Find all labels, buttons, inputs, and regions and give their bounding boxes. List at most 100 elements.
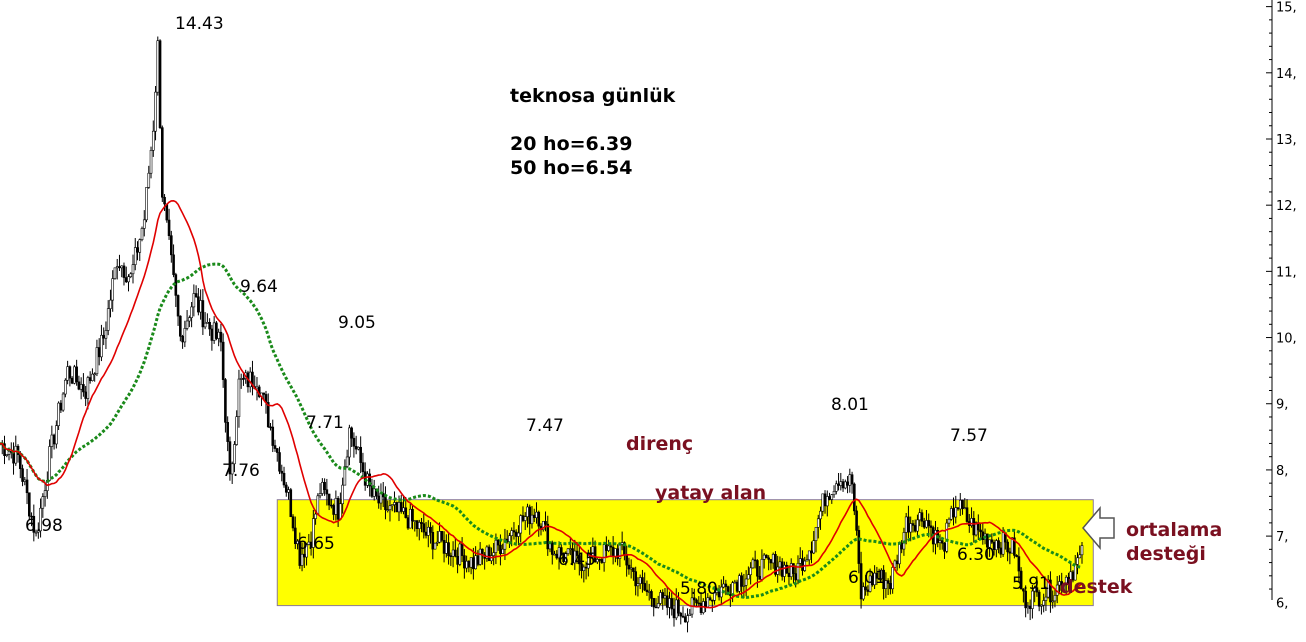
candle-body bbox=[1076, 557, 1079, 565]
candle-body bbox=[219, 331, 223, 343]
candle-body bbox=[546, 523, 550, 550]
candle-body bbox=[431, 531, 435, 550]
candle-body bbox=[683, 616, 687, 623]
candle-body bbox=[995, 540, 998, 551]
candle-body bbox=[796, 563, 800, 581]
candle-body bbox=[327, 493, 331, 506]
candle-body bbox=[375, 488, 378, 497]
y-tick-label: 11, bbox=[1276, 265, 1297, 280]
candle-body bbox=[816, 518, 820, 528]
candle-body bbox=[469, 557, 473, 568]
candle-body bbox=[929, 525, 933, 528]
candle-body bbox=[298, 540, 302, 566]
candle-body bbox=[167, 219, 171, 236]
candles-layer bbox=[0, 36, 1084, 633]
candle-body bbox=[1080, 545, 1084, 556]
candle-body bbox=[765, 554, 768, 559]
candle-body bbox=[692, 597, 696, 601]
candle-body bbox=[172, 254, 175, 275]
candle-body bbox=[321, 481, 324, 494]
candle-body bbox=[839, 481, 843, 486]
candle-body bbox=[142, 219, 146, 229]
candle-body bbox=[131, 264, 135, 275]
candle-body bbox=[828, 496, 831, 500]
candle-body bbox=[823, 493, 827, 507]
candle-body bbox=[140, 228, 144, 240]
candle-body bbox=[190, 306, 193, 318]
candle-body bbox=[449, 555, 453, 557]
ma50-line bbox=[0, 262, 1083, 599]
y-tick-label: 12, bbox=[1276, 199, 1297, 214]
candle-body bbox=[82, 384, 85, 393]
candle-body bbox=[575, 550, 579, 556]
candle-body bbox=[235, 416, 238, 445]
candle-body bbox=[550, 542, 554, 555]
candle-body bbox=[814, 527, 818, 541]
candle-body bbox=[417, 522, 421, 529]
candle-body bbox=[656, 603, 660, 608]
candle-body bbox=[792, 563, 795, 574]
candle-body bbox=[476, 555, 480, 565]
candle-body bbox=[334, 498, 338, 515]
candle-body bbox=[735, 581, 739, 592]
candle-body bbox=[997, 540, 1000, 549]
candle-body bbox=[203, 322, 207, 328]
candle-body bbox=[681, 615, 685, 618]
candle-body bbox=[197, 296, 200, 313]
candle-body bbox=[798, 558, 802, 564]
candle-body bbox=[519, 515, 523, 534]
candle-body bbox=[825, 496, 829, 507]
candle-body bbox=[1015, 555, 1018, 557]
candle-body bbox=[638, 577, 642, 584]
candle-body bbox=[1035, 587, 1039, 593]
candle-body bbox=[388, 505, 392, 510]
candle-body bbox=[846, 481, 849, 486]
candle-body bbox=[133, 247, 137, 265]
candle-body bbox=[350, 427, 353, 439]
candle-body bbox=[345, 456, 349, 467]
candle-body bbox=[1028, 606, 1032, 609]
price-label: 5.80 bbox=[680, 579, 718, 599]
candle-body bbox=[940, 540, 944, 544]
candle-body bbox=[323, 481, 326, 491]
candle-body bbox=[659, 592, 662, 604]
candle-body bbox=[774, 554, 777, 575]
candle-body bbox=[303, 553, 306, 558]
candle-body bbox=[420, 522, 423, 524]
candle-body bbox=[564, 553, 568, 562]
candle-body bbox=[318, 493, 322, 497]
candle-body bbox=[212, 322, 216, 341]
candle-body bbox=[988, 539, 991, 548]
candle-body bbox=[228, 441, 232, 475]
candle-body bbox=[532, 514, 536, 518]
candle-body bbox=[266, 402, 270, 428]
candle-body bbox=[210, 328, 214, 341]
candle-body bbox=[864, 586, 867, 591]
candle-body bbox=[724, 583, 728, 587]
candle-body bbox=[753, 559, 757, 562]
ma50-label: 50 ho=6.54 bbox=[510, 157, 632, 179]
candle-body bbox=[708, 597, 712, 601]
candle-body bbox=[149, 150, 153, 174]
candle-body bbox=[979, 529, 982, 533]
zone-label: yatay alan bbox=[655, 482, 766, 504]
candle-body bbox=[52, 434, 56, 445]
candle-body bbox=[526, 506, 529, 517]
candle-body bbox=[501, 548, 504, 554]
candle-body bbox=[201, 300, 205, 328]
candle-body bbox=[611, 546, 615, 557]
candle-body bbox=[862, 586, 865, 600]
candle-body bbox=[503, 538, 507, 550]
y-tick-label: 7, bbox=[1276, 530, 1288, 545]
candle-body bbox=[100, 334, 103, 358]
candle-body bbox=[679, 612, 683, 617]
candle-body bbox=[607, 545, 610, 551]
candle-body bbox=[665, 595, 669, 608]
average-support-label: desteği bbox=[1126, 543, 1206, 565]
candle-body bbox=[467, 560, 471, 568]
candle-body bbox=[713, 592, 716, 601]
candle-body bbox=[632, 567, 635, 572]
price-label: 7.71 bbox=[306, 413, 344, 433]
candle-body bbox=[136, 247, 139, 253]
candle-body bbox=[573, 550, 577, 564]
